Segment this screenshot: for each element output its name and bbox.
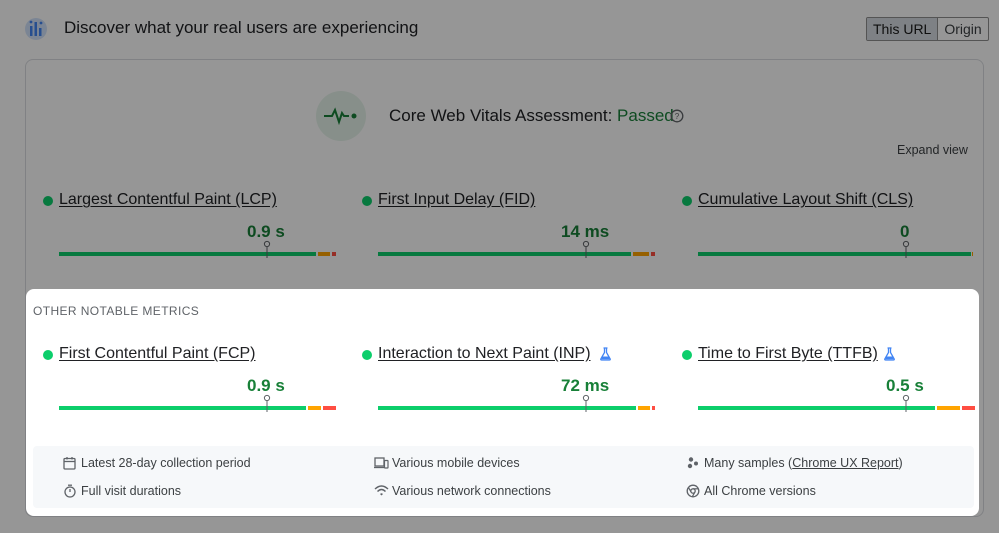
chrome-versions: All Chrome versions — [686, 484, 816, 498]
metric-ttfb: Time to First Byte (TTFB) 0.5 s — [682, 345, 975, 415]
status-dot — [43, 196, 53, 206]
status-dot — [362, 196, 372, 206]
metric-value: 0 — [900, 222, 910, 241]
tab-this-url[interactable]: This URL — [867, 18, 939, 40]
status-dot — [682, 350, 692, 360]
percentile-marker-icon — [263, 394, 271, 412]
metric-name-link[interactable]: Cumulative Layout Shift (CLS) — [698, 191, 914, 208]
metric-name-link[interactable]: First Contentful Paint (FCP) — [59, 345, 256, 362]
vitals-pulse-icon — [316, 91, 366, 141]
metric-value: 0.9 s — [247, 222, 285, 241]
collection-period: Latest 28-day collection period — [63, 456, 251, 470]
devices-icon — [374, 457, 389, 469]
metric-value: 72 ms — [561, 376, 610, 395]
experimental-flask-icon — [600, 347, 611, 361]
percentile-marker-icon — [902, 394, 910, 412]
experimental-flask-icon — [884, 347, 895, 361]
metric-inp: Interaction to Next Paint (INP) 72 ms — [362, 345, 655, 415]
percentile-marker-icon — [582, 240, 590, 258]
metric-value: 0.9 s — [247, 376, 285, 395]
help-icon[interactable]: ? — [670, 109, 684, 123]
metric-fid: First Input Delay (FID) 14 ms — [362, 191, 655, 261]
tab-origin[interactable]: Origin — [944, 21, 982, 37]
sample-source: Many samples (Chrome UX Report) — [687, 456, 903, 470]
collection-info-footer — [33, 446, 974, 508]
status-dot — [362, 350, 372, 360]
metric-fcp: First Contentful Paint (FCP) 0.9 s — [43, 345, 336, 415]
assessment-label: Core Web Vitals Assessment: — [389, 106, 613, 125]
calendar-icon — [63, 457, 76, 470]
status-dot — [43, 350, 53, 360]
metric-lcp: Largest Contentful Paint (LCP) 0.9 s — [43, 191, 336, 261]
chrome-ux-report-link[interactable]: Chrome UX Report — [792, 456, 899, 470]
metric-name-link[interactable]: Time to First Byte (TTFB) — [698, 345, 878, 362]
timer-icon — [64, 484, 76, 498]
percentile-marker-icon — [902, 240, 910, 258]
percentile-marker-icon — [263, 240, 271, 258]
page-title: Discover what your real users are experi… — [64, 18, 419, 37]
assessment-title: Core Web Vitals Assessment: Passed — [389, 106, 674, 126]
metric-cls: Cumulative Layout Shift (CLS) 0 — [682, 191, 973, 261]
metric-value: 14 ms — [561, 222, 610, 241]
metric-name-link[interactable]: Interaction to Next Paint (INP) — [378, 345, 591, 362]
other-metrics-title: OTHER NOTABLE METRICS — [33, 304, 200, 318]
people-icon — [687, 457, 698, 469]
network-connections: Various network connections — [374, 484, 551, 498]
device-types: Various mobile devices — [374, 456, 520, 470]
expand-view-link[interactable]: Expand view — [897, 143, 968, 157]
status-dot — [682, 196, 692, 206]
assessment-status: Passed — [617, 106, 674, 125]
chrome-icon — [686, 484, 700, 498]
metric-value: 0.5 s — [886, 376, 924, 395]
url-origin-toggle[interactable]: This URL Origin — [866, 17, 989, 41]
metric-name-link[interactable]: Largest Contentful Paint (LCP) — [59, 191, 277, 208]
metric-name-link[interactable]: First Input Delay (FID) — [378, 191, 536, 208]
pagespeed-logo-icon — [25, 18, 47, 40]
wifi-icon — [374, 485, 389, 496]
percentile-marker-icon — [582, 394, 590, 412]
svg-text:?: ? — [675, 112, 680, 121]
visit-durations: Full visit durations — [64, 484, 181, 498]
